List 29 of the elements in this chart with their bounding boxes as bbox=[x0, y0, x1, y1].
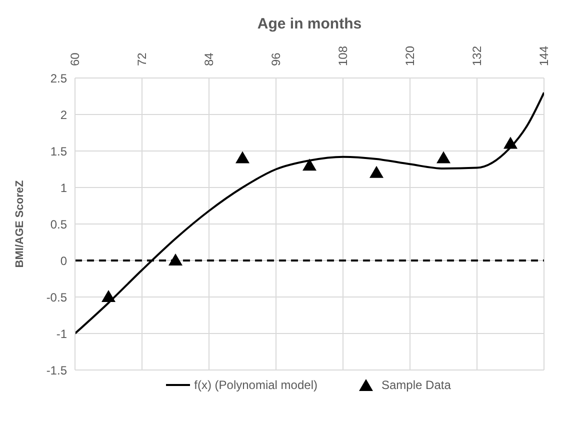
x-tick-label: 144 bbox=[537, 46, 551, 66]
y-tick-label: 1.5 bbox=[50, 144, 68, 158]
point bbox=[102, 290, 116, 302]
point bbox=[302, 158, 316, 171]
y-tick-label: -0.5 bbox=[46, 290, 68, 304]
point bbox=[168, 254, 182, 266]
point bbox=[504, 136, 518, 149]
y-tick-label: -1.5 bbox=[46, 363, 68, 378]
x-tick-label: 132 bbox=[470, 46, 484, 66]
x-tick-label: 120 bbox=[403, 46, 417, 66]
y-tick-label: 2.5 bbox=[50, 71, 68, 86]
x-tick-label: 108 bbox=[336, 46, 350, 66]
point bbox=[236, 151, 250, 164]
point bbox=[436, 151, 450, 164]
legend-label: f(x) (Polynomial model) bbox=[193, 378, 318, 392]
x-tick-label: 60 bbox=[68, 52, 82, 66]
point bbox=[370, 166, 384, 178]
y-tick-label: 1 bbox=[60, 180, 68, 195]
line-series bbox=[75, 92, 544, 334]
x-axis-title: Age in months bbox=[257, 16, 362, 33]
legend-label: Sample Data bbox=[380, 378, 451, 392]
x-tick-label: 72 bbox=[135, 52, 149, 66]
y-tick-label: 2 bbox=[60, 108, 68, 122]
y-tick-label: 0.5 bbox=[50, 217, 68, 232]
x-tick-label: 84 bbox=[202, 52, 216, 66]
x-tick-label: 96 bbox=[269, 52, 283, 66]
y-axis-title: BMI/AGE ScoreZ bbox=[14, 180, 26, 268]
y-tick-label: 0 bbox=[60, 254, 68, 268]
y-tick-label: -1 bbox=[56, 326, 68, 341]
